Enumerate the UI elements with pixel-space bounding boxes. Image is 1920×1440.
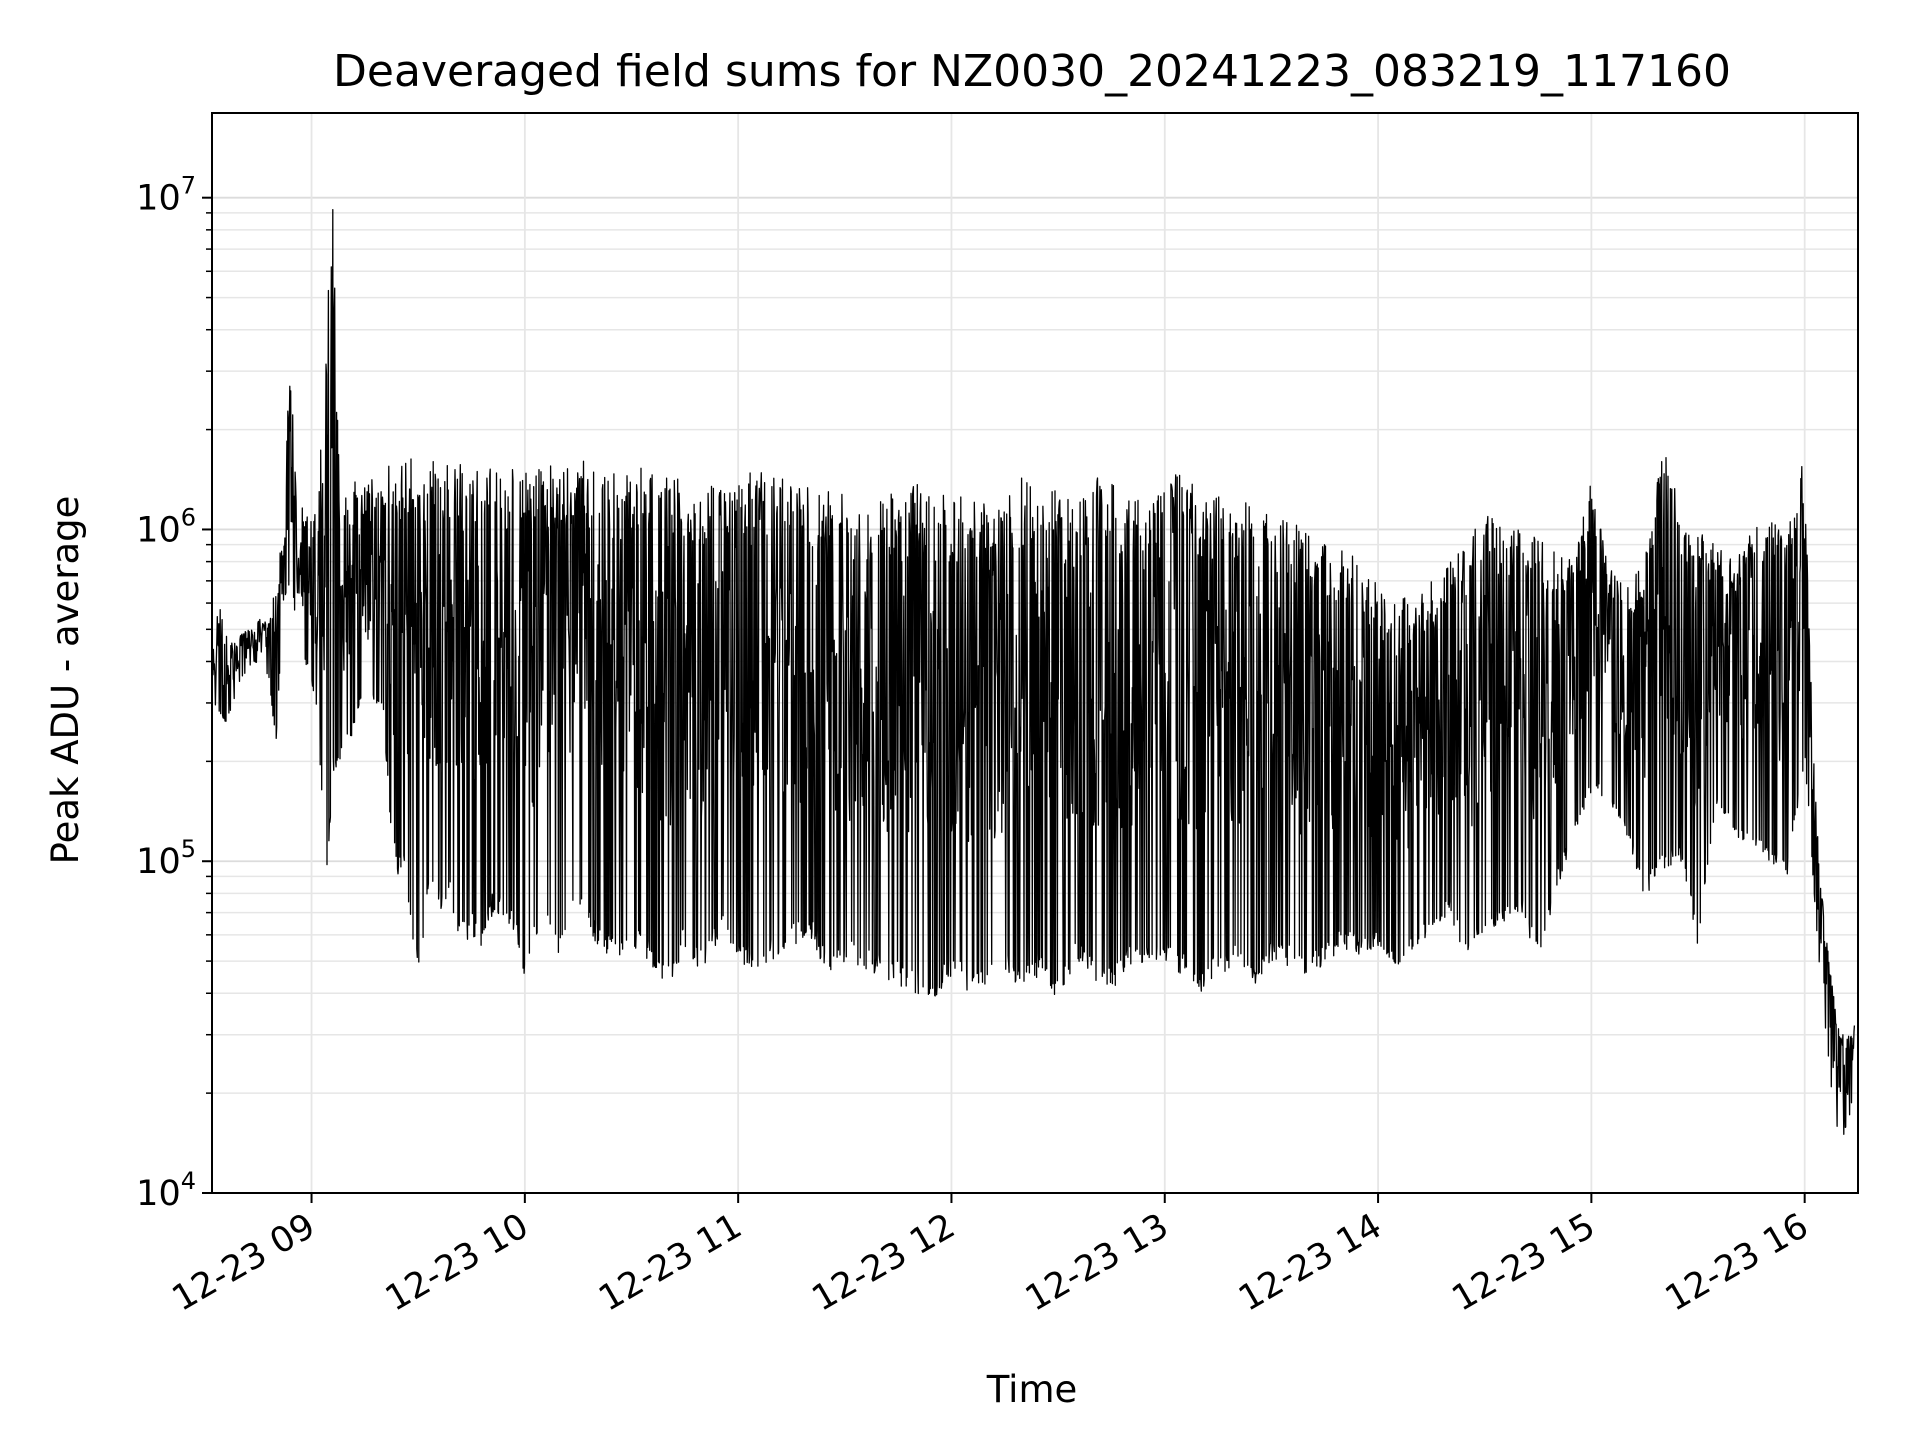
y-tick-label: 105 [136,835,196,882]
y-tick-label: 106 [136,503,196,550]
y-tick-label: 107 [136,172,196,219]
plot-frame [211,112,1859,1194]
axis-ticks [202,196,1806,1203]
y-axis-label: Peak ADU - average [44,496,87,865]
chart-title: Deaveraged field sums for NZ0030_2024122… [333,46,1731,97]
y-tick-label: 104 [136,1167,196,1214]
y-tick-labels: 104 105 106 107 [136,172,196,1214]
x-axis-label: Time [986,1368,1078,1411]
series-path [211,208,1856,1135]
series-line [211,208,1856,1135]
